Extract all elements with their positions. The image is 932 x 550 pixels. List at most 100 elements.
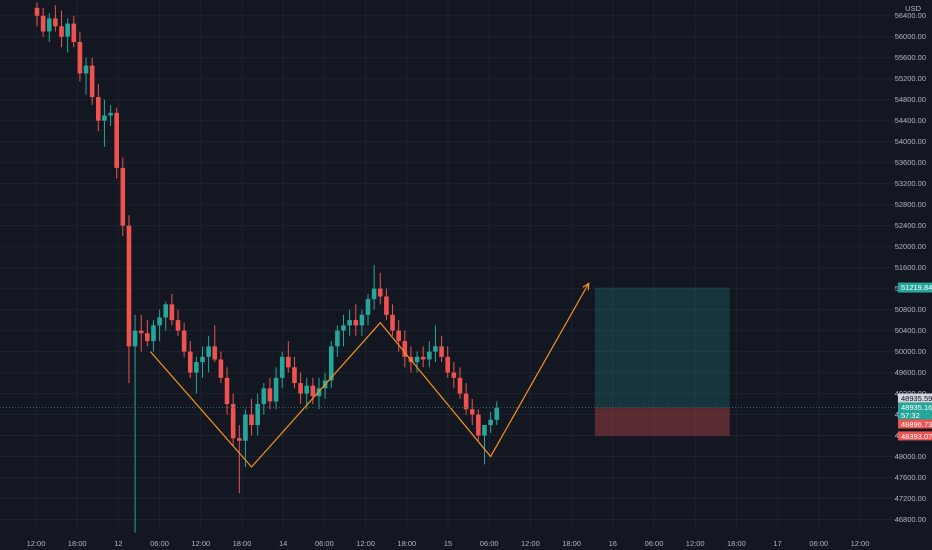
price-label-c-text: 48896.73 xyxy=(901,420,932,429)
y-tick-label: 50400.00 xyxy=(895,326,926,335)
candle-body xyxy=(261,388,267,405)
candle xyxy=(236,425,242,494)
candle xyxy=(157,309,162,342)
candle-body xyxy=(200,356,205,363)
candle xyxy=(420,346,426,368)
y-tick-label: 52800.00 xyxy=(895,200,926,209)
y-tick-label: 46800.00 xyxy=(895,515,926,524)
candle-body xyxy=(224,377,230,405)
candle-body xyxy=(53,18,58,27)
candle-body xyxy=(353,320,359,326)
candle-body xyxy=(83,65,89,74)
candle xyxy=(476,409,481,441)
y-tick-label: 50800.00 xyxy=(895,305,926,314)
target-price-label-text: 51219.84 xyxy=(901,283,932,292)
x-tick-label: 18:00 xyxy=(727,539,746,548)
candle xyxy=(255,393,260,436)
y-tick-label: 50000.00 xyxy=(895,347,926,356)
candle-body xyxy=(243,414,248,441)
candle xyxy=(34,2,40,27)
zigzag-line[interactable] xyxy=(149,283,590,468)
candle xyxy=(243,409,248,468)
candle xyxy=(145,320,150,347)
candle-body xyxy=(120,167,126,226)
candle-body xyxy=(163,304,169,318)
candle-body xyxy=(126,225,132,347)
candle xyxy=(402,330,408,368)
candle-body xyxy=(273,377,279,402)
candle-body xyxy=(402,341,408,357)
candle-body xyxy=(102,115,107,121)
candle-body xyxy=(469,409,475,415)
candle xyxy=(304,377,310,410)
candle-body xyxy=(328,346,334,381)
x-tick-label: 12:00 xyxy=(851,539,870,548)
candle-body xyxy=(267,388,273,402)
candle xyxy=(469,398,475,426)
candle-body xyxy=(89,65,95,98)
candle-body xyxy=(457,377,463,394)
candle-body xyxy=(335,330,340,347)
price-label-a-text: 48935.59 xyxy=(901,394,932,403)
y-tick-label: 49600.00 xyxy=(895,368,926,377)
candle-body xyxy=(494,407,500,420)
candle-body xyxy=(151,325,156,342)
stop-price-label: 48393.07 xyxy=(898,431,932,441)
candle-body xyxy=(445,356,451,373)
x-tick-label: 16 xyxy=(609,539,617,548)
candle-body xyxy=(71,23,77,42)
candle-body xyxy=(439,346,444,357)
candle xyxy=(89,57,95,105)
x-tick-label: 06:00 xyxy=(150,539,169,548)
candle xyxy=(292,356,297,389)
candle-body xyxy=(286,356,291,368)
y-tick-label: 53600.00 xyxy=(895,158,926,167)
candle xyxy=(353,304,359,336)
candle xyxy=(194,356,199,394)
price-label-c-bg xyxy=(898,419,932,429)
y-tick-label: 51600.00 xyxy=(895,263,926,272)
candle xyxy=(267,377,273,410)
candle xyxy=(71,15,77,48)
candle-body xyxy=(157,317,162,326)
pattern-line xyxy=(149,282,590,468)
candle-body xyxy=(181,330,187,352)
time-axis[interactable]: 12:00 18:00 12 06:00 12:00 18:00 14 06:00 12:00 1… xyxy=(27,539,870,548)
y-tick-label: 53200.00 xyxy=(895,179,926,188)
candle-body xyxy=(341,325,346,331)
x-tick-label: 12:00 xyxy=(27,539,46,548)
x-tick-label: 06:00 xyxy=(809,539,828,548)
candle xyxy=(249,398,254,436)
candle-body xyxy=(236,438,242,441)
position-zones xyxy=(594,287,730,436)
x-tick-label: 18:00 xyxy=(562,539,581,548)
candle xyxy=(347,309,352,336)
price-label-a: 48935.59 xyxy=(898,393,932,403)
y-tick-label: 55200.00 xyxy=(895,74,926,83)
candle-body xyxy=(206,346,211,357)
x-tick-label: 12:00 xyxy=(686,539,705,548)
candle-body xyxy=(396,330,401,342)
candle-body xyxy=(187,351,193,373)
candle-body xyxy=(377,288,383,297)
arrow-head xyxy=(582,282,590,291)
candle-body xyxy=(298,383,303,394)
x-tick-label: 12:00 xyxy=(356,539,375,548)
candle xyxy=(46,13,52,42)
candle xyxy=(273,367,279,410)
candle xyxy=(132,314,138,533)
target-zone[interactable] xyxy=(594,287,730,408)
candle xyxy=(445,346,451,378)
candle xyxy=(451,362,457,389)
x-tick-label: 12 xyxy=(114,539,122,548)
candle-body xyxy=(194,362,199,373)
candle xyxy=(279,351,285,389)
candle-body xyxy=(310,385,316,397)
stop-price-label-text: 48393.07 xyxy=(901,432,932,441)
candle-body xyxy=(420,356,426,360)
candle xyxy=(169,293,175,326)
candle xyxy=(396,320,401,352)
stop-zone[interactable] xyxy=(594,407,730,436)
